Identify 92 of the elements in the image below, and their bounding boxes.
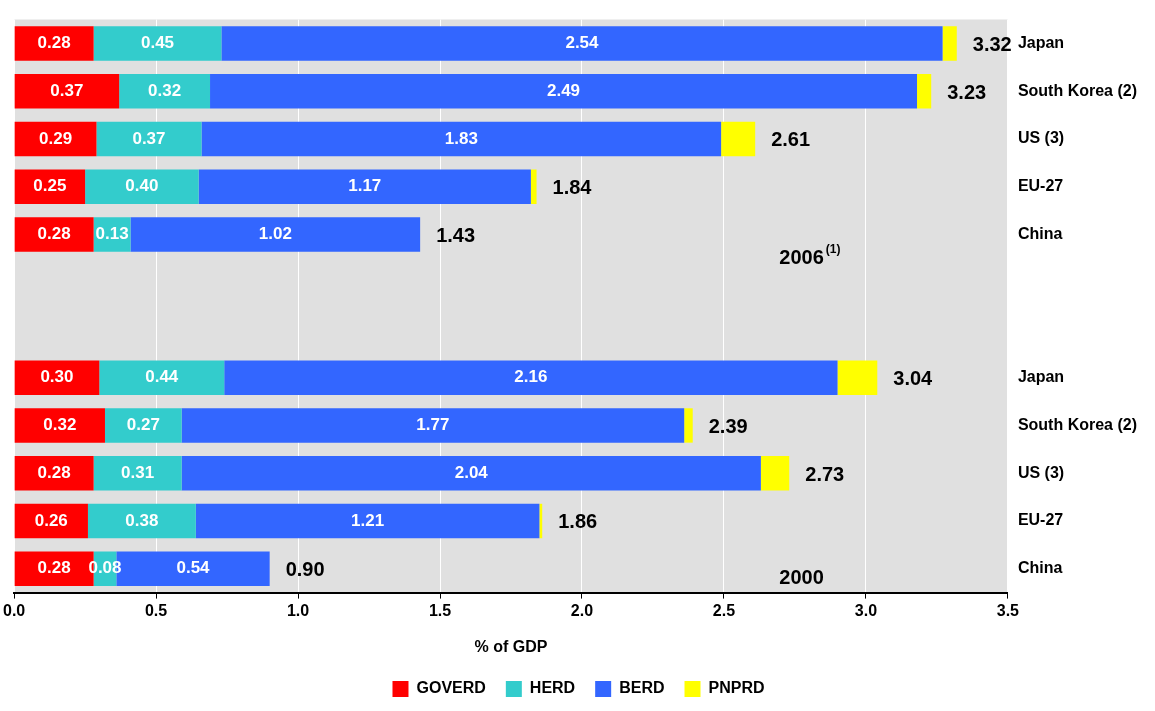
data-label: 0.45 xyxy=(140,33,175,53)
data-label: 2.49 xyxy=(546,80,581,100)
bar xyxy=(104,408,182,443)
bar xyxy=(837,360,878,395)
data-label: 0.32 xyxy=(148,80,182,100)
y-tick-label: China xyxy=(1017,224,1063,242)
data-label: 0.26 xyxy=(34,510,68,530)
bar xyxy=(85,169,199,204)
bar xyxy=(181,408,685,443)
data-label: 1.17 xyxy=(348,176,382,196)
bar xyxy=(14,26,94,61)
bar xyxy=(917,74,932,109)
total-label: 2.39 xyxy=(708,414,748,437)
legend-label: GOVERD xyxy=(416,679,486,697)
data-label: 0.37 xyxy=(132,128,166,148)
bar xyxy=(130,217,421,252)
bar xyxy=(530,169,537,204)
data-label: 0.28 xyxy=(37,462,71,482)
legend-label: PNPRD xyxy=(708,679,765,697)
bar xyxy=(198,169,531,204)
data-label: 0.30 xyxy=(40,367,74,387)
y-tick-label: EU-27 xyxy=(1017,511,1064,529)
total-label: 1.86 xyxy=(558,510,598,533)
y-tick-label: US (3) xyxy=(1017,129,1065,147)
bar xyxy=(221,26,943,61)
bar xyxy=(224,360,838,395)
x-axis-title: % of GDP xyxy=(474,637,548,655)
y-tick-label: Japan xyxy=(1017,368,1065,386)
data-label: 0.28 xyxy=(37,33,71,53)
bar xyxy=(99,360,225,395)
data-label: 0.38 xyxy=(125,510,159,530)
x-tick-label: 1.5 xyxy=(428,601,452,619)
x-tick-label: 0.5 xyxy=(144,601,168,619)
x-tick-label: 1.0 xyxy=(286,601,310,619)
bar xyxy=(119,74,211,109)
data-label: 0.44 xyxy=(145,367,179,387)
total-label: 1.84 xyxy=(552,176,593,199)
data-label: 0.40 xyxy=(125,176,159,196)
data-label: 1.21 xyxy=(351,510,385,530)
bar xyxy=(181,456,761,491)
bar xyxy=(684,408,693,443)
y-tick-label: South Korea (2) xyxy=(1017,81,1138,99)
total-label: 2.61 xyxy=(771,128,811,151)
bar xyxy=(96,121,202,157)
data-label: 0.32 xyxy=(43,415,77,435)
bar xyxy=(201,121,722,157)
total-label: 3.32 xyxy=(972,32,1012,55)
data-label: 0.25 xyxy=(33,176,67,196)
total-label: 0.90 xyxy=(285,558,325,581)
x-tick-label: 3.0 xyxy=(854,601,878,619)
x-tick-label: 2.5 xyxy=(712,601,736,619)
total-label: 2.73 xyxy=(805,462,845,485)
data-label: 0.13 xyxy=(95,224,129,244)
data-label: 0.28 xyxy=(37,224,71,244)
x-tick-label: 3.5 xyxy=(996,601,1020,619)
data-label: 0.37 xyxy=(50,80,84,100)
data-label: 1.02 xyxy=(258,224,292,244)
annotation: 2000 xyxy=(779,566,824,589)
data-label: 1.77 xyxy=(416,415,450,435)
data-label: 0.28 xyxy=(37,558,71,578)
bar xyxy=(760,456,790,491)
bar xyxy=(93,26,222,61)
bar xyxy=(14,217,94,252)
bar xyxy=(942,26,957,61)
y-tick-label: US (3) xyxy=(1017,463,1065,481)
bar xyxy=(87,503,196,539)
x-tick-label: 0.0 xyxy=(3,601,26,619)
y-tick-label: China xyxy=(1017,559,1063,577)
total-label: 1.43 xyxy=(436,223,476,246)
bar xyxy=(14,408,105,443)
data-label: 2.54 xyxy=(565,33,600,53)
bar xyxy=(195,503,540,539)
y-tick-label: EU-27 xyxy=(1017,177,1064,195)
data-label: 2.16 xyxy=(514,367,548,387)
legend-label: BERD xyxy=(619,679,665,697)
data-label: 2.04 xyxy=(454,462,489,482)
data-label: 0.27 xyxy=(126,415,160,435)
y-tick-label: South Korea (2) xyxy=(1017,415,1138,433)
bar xyxy=(14,74,120,109)
bar xyxy=(210,74,918,109)
bar xyxy=(721,121,756,157)
bar xyxy=(539,503,543,539)
data-label: 0.54 xyxy=(176,558,211,578)
total-label: 3.23 xyxy=(947,80,987,103)
data-label: 1.83 xyxy=(444,128,478,148)
y-tick-label: Japan xyxy=(1017,33,1065,51)
bar xyxy=(93,456,182,491)
total-label: 3.04 xyxy=(893,367,934,390)
x-tick-label: 2.0 xyxy=(570,601,594,619)
legend-label: HERD xyxy=(529,679,576,697)
data-label: 0.29 xyxy=(38,128,73,148)
data-label: 0.31 xyxy=(121,462,155,482)
